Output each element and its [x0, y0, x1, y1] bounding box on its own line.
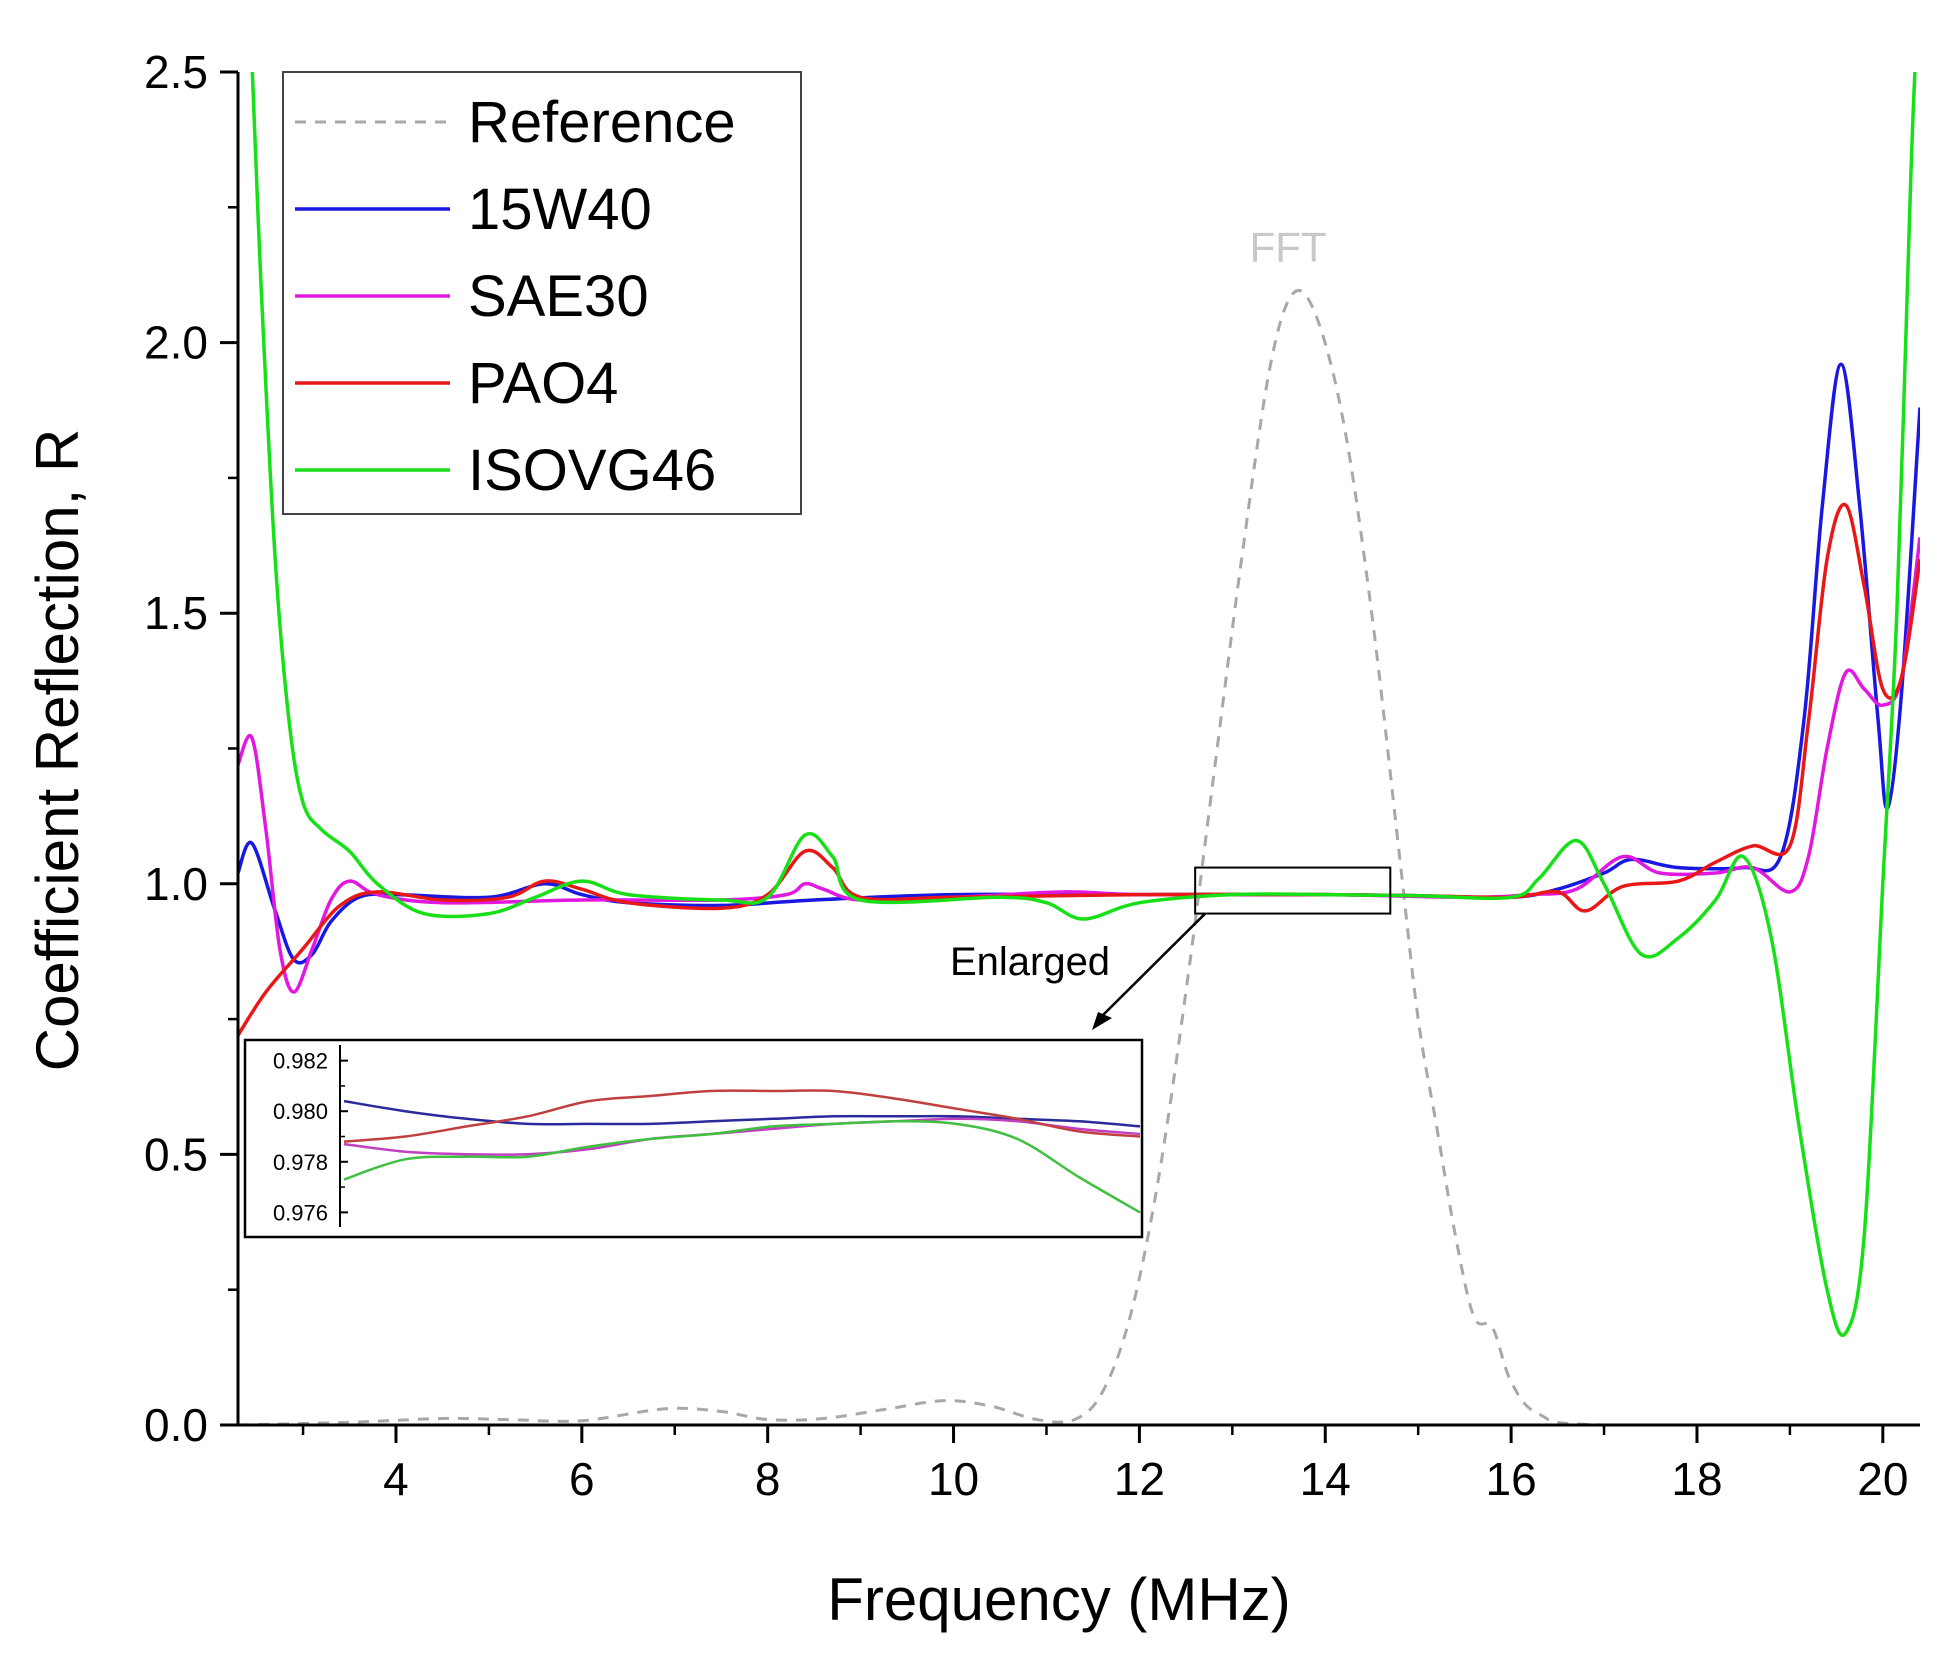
legend-label-15w40: 15W40: [468, 177, 652, 242]
x-tick-label: 10: [928, 1453, 979, 1505]
inset-y-tick-label: 0.978: [273, 1150, 328, 1175]
series-line-isovg46: [250, 72, 1917, 1337]
enlarged-label: Enlarged: [950, 940, 1110, 984]
y-axis-title: Coefficient Reflection, R: [24, 429, 91, 1072]
y-tick-label: 1.5: [144, 587, 208, 639]
inset-y-tick-label: 0.980: [273, 1099, 328, 1124]
legend-frame: [282, 71, 802, 515]
x-tick-label: 18: [1671, 1453, 1722, 1505]
y-tick-label: 1.0: [144, 858, 208, 910]
x-tick-label: 16: [1486, 1453, 1537, 1505]
reference-fft-layer: [238, 288, 1920, 1425]
legend-label-pao4: PAO4: [468, 351, 618, 416]
y-tick-label: 2.5: [144, 46, 208, 98]
axes-layer: 4 6 8 10 12 14 16 18 20 0.0 0.5 1.0 1.5 2.0 2.5 Frequen…: [24, 46, 1920, 1633]
x-tick-label: 4: [383, 1453, 409, 1505]
y-tick-label: 0.0: [144, 1399, 208, 1451]
zoom-box: [1194, 866, 1392, 915]
y-tick-label: 2.0: [144, 317, 208, 369]
x-tick-label: 8: [755, 1453, 781, 1505]
inset-y-tick-label: 0.976: [273, 1200, 328, 1225]
inset-series-isovg46: [343, 1120, 1141, 1214]
inset-y-tick-label: 0.982: [273, 1049, 328, 1074]
inset-series-pao4: [343, 1089, 1141, 1143]
inset-layer: 0.976 0.978 0.980 0.982: [243, 1038, 1144, 1239]
legend-label-isovg46: ISOVG46: [468, 438, 716, 503]
legend-label-sae30: SAE30: [468, 264, 649, 329]
series-layer: [238, 72, 1920, 1337]
x-tick-label: 6: [569, 1453, 595, 1505]
legend: Reference 15W40 SAE30 PAO4 ISOVG46: [282, 71, 802, 515]
x-tick-label: 20: [1857, 1453, 1908, 1505]
series-line-sae30: [238, 537, 1920, 994]
y-tick-label: 0.5: [144, 1128, 208, 1180]
fft-label: FFT: [1250, 223, 1327, 270]
x-axis-title: Frequency (MHz): [827, 1566, 1290, 1633]
x-tick-label: 12: [1114, 1453, 1165, 1505]
legend-label-reference: Reference: [468, 90, 736, 155]
enlarged-arrow-line: [1097, 912, 1207, 1021]
series-line-reference: [238, 288, 1920, 1425]
enlarged-arrow-head: [1092, 1012, 1112, 1030]
inset-series-sae30: [343, 1117, 1141, 1156]
annotation-layer: FFT Enlarged: [950, 223, 1392, 1030]
x-tick-label: 14: [1300, 1453, 1351, 1505]
